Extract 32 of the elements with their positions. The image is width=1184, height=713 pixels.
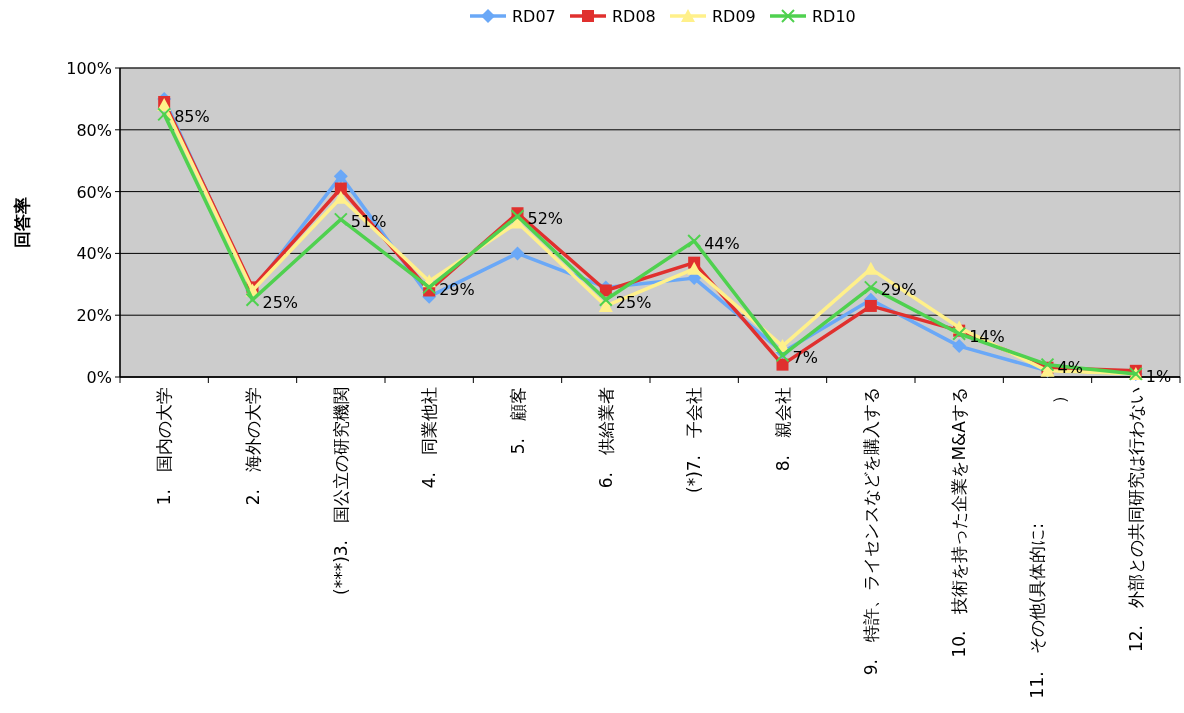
x-tick-label: 12. 外部との共同研究は行わない (1125, 387, 1146, 653)
x-tick-label: 5. 顧客 (507, 387, 528, 455)
legend-label: RD10 (812, 7, 856, 26)
y-tick-label: 100% (66, 59, 112, 78)
y-axis-title: 回答率 (12, 197, 32, 248)
x-tick-label: 10. 技術を持った企業をM&Aする (949, 387, 970, 658)
x-tick-label: 6. 供給業者 (595, 387, 616, 489)
y-tick-label: 0% (86, 368, 112, 387)
x-tick-label: 8. 親会社 (772, 387, 793, 472)
data-label: 85% (174, 107, 210, 127)
x-tick-label: (*)7. 子会社 (684, 387, 705, 493)
y-tick-label: 40% (76, 244, 112, 264)
x-tick-label: 2. 海外の大学 (242, 387, 263, 506)
data-label: 29% (880, 280, 917, 300)
data-label: 25% (615, 292, 652, 312)
x-tick-label: (***)3. 国公立の研究機関 (330, 387, 351, 595)
data-label: 44% (704, 234, 740, 254)
data-label: 7% (792, 348, 818, 368)
legend-label: RD07 (512, 7, 556, 26)
category-label: 11. その他(具体的に: ） (1026, 387, 1069, 699)
y-tick-label: 20% (76, 306, 112, 326)
data-label: 52% (527, 209, 564, 229)
data-label: 29% (439, 280, 475, 300)
data-label: 14% (969, 326, 1005, 346)
y-tick-label: 60% (76, 182, 112, 202)
data-label: 25% (262, 292, 299, 312)
x-tick-label: 1. 国内の大学 (154, 387, 175, 506)
x-tick-label: 9. 特許、ライセンスなどを購入する (860, 387, 881, 676)
legend-label: RD08 (612, 7, 656, 26)
y-tick-label: 80% (76, 120, 112, 140)
x-tick-label: 4. 同業他社 (419, 387, 440, 489)
legend-label: RD09 (712, 7, 756, 26)
